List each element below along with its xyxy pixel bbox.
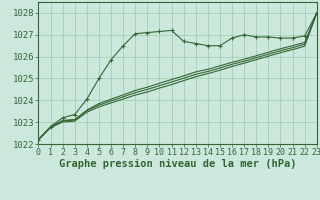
X-axis label: Graphe pression niveau de la mer (hPa): Graphe pression niveau de la mer (hPa): [59, 159, 296, 169]
